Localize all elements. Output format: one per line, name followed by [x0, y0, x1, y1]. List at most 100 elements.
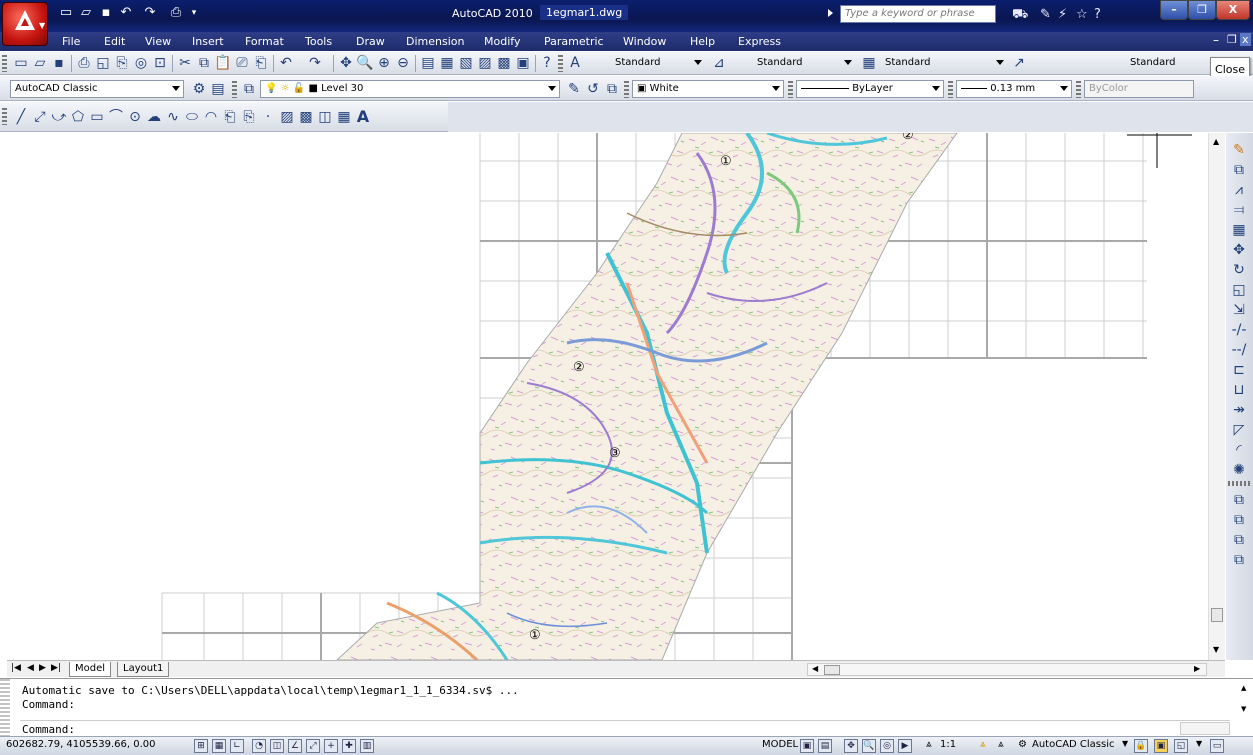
menu-window[interactable]: Window	[623, 35, 667, 48]
mirror-icon[interactable]: ⩘	[1235, 182, 1243, 198]
search-expand-icon[interactable]	[828, 9, 833, 17]
open-icon[interactable]: ▱	[81, 5, 91, 20]
etransmit-icon[interactable]: ⊡	[154, 55, 166, 71]
annotation-scale[interactable]: 1:1	[940, 739, 957, 750]
dim-style-icon[interactable]: ⊿	[713, 55, 725, 71]
menu-insert[interactable]: Insert	[192, 35, 224, 48]
save-icon[interactable]: ▪	[101, 5, 111, 20]
tab-model[interactable]: Model	[69, 662, 112, 677]
design-center-icon[interactable]: ▦	[440, 55, 454, 71]
polyline-icon[interactable]: ⤻	[51, 109, 67, 125]
showmotion-icon[interactable]: ▶	[898, 739, 912, 753]
annotation-scale-icon[interactable]: ⩓	[926, 739, 932, 750]
menu-modify[interactable]: Modify	[484, 35, 521, 48]
publish-icon[interactable]: ⎘	[116, 55, 128, 71]
next-tab-icon[interactable]: ▶	[39, 663, 46, 673]
menu-dimension[interactable]: Dimension	[406, 35, 465, 48]
object-snap-icon[interactable]: ◫	[270, 739, 284, 753]
block-editor-icon[interactable]: ⎗	[255, 55, 267, 71]
minimize-button[interactable]: –	[1160, 0, 1188, 20]
hardware-accel-icon[interactable]: ▣	[1154, 739, 1168, 753]
rectangle-icon[interactable]: ▭	[90, 109, 104, 125]
chamfer-icon[interactable]: ◸	[1233, 422, 1245, 438]
workspace-switch-icon[interactable]: ⚙	[1018, 739, 1027, 750]
print-icon[interactable]: ⎙	[78, 55, 90, 71]
menu-parametric[interactable]: Parametric	[544, 35, 604, 48]
make-block-icon[interactable]: ⎘	[243, 109, 255, 125]
snap-mode-icon[interactable]: ⊞	[194, 739, 208, 753]
menu-format[interactable]: Format	[245, 35, 284, 48]
line-icon[interactable]: ╱	[16, 109, 26, 125]
zoom-status-icon[interactable]: 🔍	[862, 739, 876, 753]
zoom-window-icon[interactable]: ⊕	[378, 55, 390, 71]
table-style-icon[interactable]: ▦	[862, 55, 876, 71]
layer-on-icon[interactable]: 💡	[265, 83, 278, 94]
statusbar-menu-icon[interactable]: ▼	[1196, 739, 1203, 748]
workspace-select[interactable]: AutoCAD Classic	[10, 80, 184, 98]
layout-icon[interactable]: ▤	[818, 739, 832, 753]
scale-icon[interactable]: ◱	[1232, 282, 1246, 298]
tab-layout1[interactable]: Layout1	[117, 662, 170, 677]
auto-scale-icon[interactable]: ⩓	[998, 739, 1004, 750]
qat-dropdown-icon[interactable]: ▾	[191, 8, 197, 18]
table-icon[interactable]: ▦	[337, 109, 351, 125]
favorites-icon[interactable]: ☆	[1076, 7, 1088, 22]
restore-button[interactable]: ❐	[1188, 0, 1216, 20]
rotate-icon[interactable]: ↻	[1233, 262, 1245, 278]
cut-icon[interactable]: ✂	[179, 55, 191, 71]
my-workspace-icon[interactable]: ▤	[211, 81, 225, 97]
redo-icon[interactable]: ↷	[144, 5, 156, 20]
arc-icon[interactable]: ⌒	[109, 109, 123, 125]
menu-view[interactable]: View	[145, 35, 172, 48]
undo-icon[interactable]: ↶	[120, 5, 132, 20]
polar-tracking-icon[interactable]: ◔	[252, 739, 266, 753]
toolbar-grip[interactable]	[2, 55, 7, 72]
linetype-select[interactable]: ByLayer	[796, 80, 944, 98]
menu-file[interactable]: File	[62, 35, 81, 48]
open-file-icon[interactable]: ▱	[34, 55, 46, 71]
last-tab-icon[interactable]: ▶|	[51, 663, 61, 673]
scroll-left-icon[interactable]: ◀	[812, 664, 819, 673]
search-input[interactable]: Type a keyword or phrase	[840, 5, 996, 23]
table-style-select[interactable]: Standard	[880, 54, 1008, 72]
horizontal-scrollbar[interactable]: ◀ ▶	[807, 663, 1207, 676]
paste-icon[interactable]: 📋	[214, 55, 232, 71]
copy-icon[interactable]: ⧉	[199, 55, 209, 71]
otrack-icon[interactable]: ∠	[288, 739, 302, 753]
cmd-scroll-down-icon[interactable]: ▼	[1241, 705, 1247, 713]
region-icon[interactable]: ◫	[318, 109, 332, 125]
explode-icon[interactable]: ✺	[1233, 462, 1245, 478]
subscription-icon[interactable]: ✎	[1040, 7, 1051, 22]
hatch-icon[interactable]: ▨	[280, 109, 294, 125]
cmd-scroll-up-icon[interactable]: ▲	[1241, 684, 1247, 692]
pan-icon[interactable]: ✥	[340, 55, 352, 71]
zoom-realtime-icon[interactable]: 🔍	[356, 55, 374, 71]
application-menu-button[interactable]: ▼	[2, 2, 48, 46]
layer-select[interactable]: 💡 ☼ 🔓 ■ Level 30	[260, 80, 560, 98]
3d-dwf-icon[interactable]: ◎	[134, 55, 148, 71]
doc-restore-icon[interactable]: ❐	[1227, 33, 1237, 46]
text-style-select[interactable]: Standard	[586, 54, 706, 72]
layer-freeze-icon[interactable]: ☼	[280, 83, 290, 94]
close-button[interactable]: X	[1216, 0, 1250, 20]
help-toolbar-icon[interactable]: ?	[543, 55, 551, 71]
annotation-visibility-icon[interactable]: ⩓	[980, 739, 986, 750]
spline-icon[interactable]: ∿	[167, 109, 179, 125]
prev-tab-icon[interactable]: ◀	[27, 663, 34, 673]
save-file-icon[interactable]: ▪	[54, 55, 64, 71]
grid-display-icon[interactable]: ▦	[212, 739, 226, 753]
vertical-scrollbar[interactable]: ▲ ▼	[1208, 133, 1225, 660]
first-tab-icon[interactable]: |◀	[11, 663, 21, 673]
stretch-icon[interactable]: ⇲	[1233, 302, 1245, 318]
break-icon[interactable]: ⊔	[1233, 382, 1245, 398]
properties-icon[interactable]: ▤	[421, 55, 435, 71]
cmd-hscroll[interactable]	[1180, 722, 1230, 735]
text-style-icon[interactable]: A	[570, 55, 580, 71]
scroll-up-icon[interactable]: ▲	[1213, 137, 1220, 146]
point-icon[interactable]: ·	[265, 109, 271, 125]
search-binoculars-icon[interactable]: ⛟	[1012, 7, 1029, 22]
polygon-icon[interactable]: ⬠	[71, 109, 85, 125]
scroll-right-icon[interactable]: ▶	[1194, 664, 1201, 673]
layer-states-icon[interactable]: ⧉	[607, 81, 617, 97]
doc-close-icon[interactable]: x	[1240, 33, 1251, 46]
